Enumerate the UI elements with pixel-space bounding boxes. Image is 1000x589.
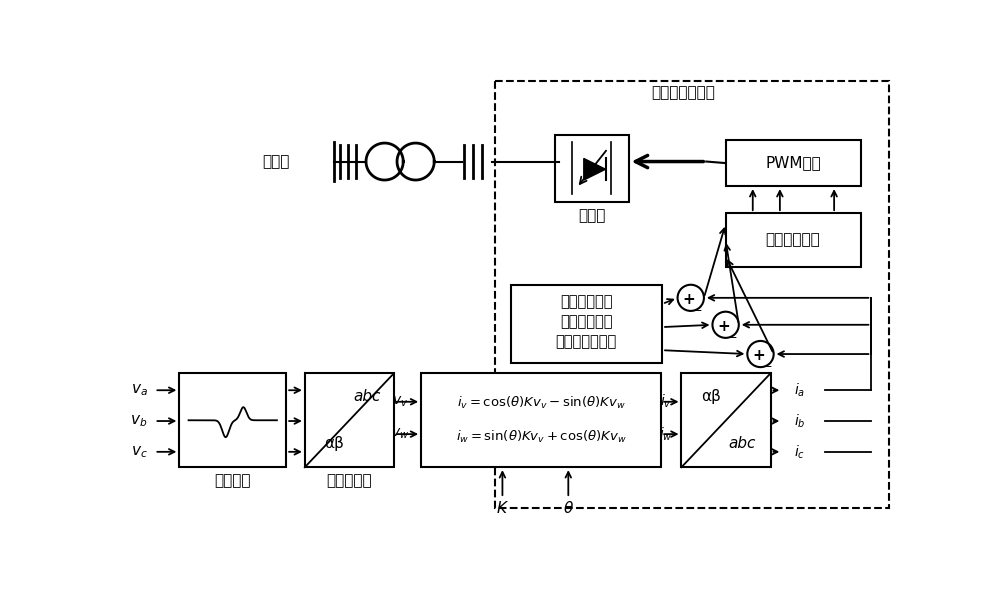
Text: 复合滤波: 复合滤波	[214, 474, 251, 489]
Text: $i_w = \sin(\theta) K v_v + \cos(\theta) K v_w$: $i_w = \sin(\theta) K v_v + \cos(\theta)…	[456, 429, 627, 445]
Text: $i_a$: $i_a$	[794, 382, 806, 399]
Text: $v_b$: $v_b$	[130, 413, 148, 429]
Text: $K$: $K$	[496, 500, 509, 516]
Bar	[421, 373, 661, 467]
Text: $\theta$: $\theta$	[563, 500, 574, 516]
Text: 直流电压控制: 直流电压控制	[560, 294, 612, 309]
Text: 静止同步补偿器: 静止同步补偿器	[651, 85, 715, 100]
Text: αβ: αβ	[324, 436, 344, 451]
Bar	[179, 373, 286, 467]
Text: 或交流电压控制: 或交流电压控制	[556, 334, 617, 349]
Text: _: _	[729, 325, 736, 338]
Text: _: _	[764, 355, 771, 368]
Text: 电流跟踪控制: 电流跟踪控制	[766, 233, 820, 247]
Text: $v_a$: $v_a$	[131, 382, 147, 398]
Text: abc: abc	[728, 436, 756, 451]
Bar	[681, 373, 771, 467]
Bar	[495, 81, 889, 508]
Text: _: _	[695, 298, 701, 311]
Bar	[305, 373, 394, 467]
Bar	[555, 135, 629, 201]
Polygon shape	[584, 158, 606, 180]
Text: αβ: αβ	[701, 389, 721, 404]
Text: +: +	[683, 292, 696, 307]
Bar	[726, 213, 861, 267]
Text: $v_c$: $v_c$	[131, 444, 147, 459]
Text: $v_w$: $v_w$	[391, 427, 409, 441]
Bar	[726, 140, 861, 186]
Text: 变换器: 变换器	[578, 208, 605, 223]
Text: $i_w$: $i_w$	[659, 425, 673, 443]
Text: $i_c$: $i_c$	[794, 443, 806, 461]
Text: $i_b$: $i_b$	[794, 412, 806, 430]
Text: +: +	[753, 348, 765, 363]
Text: $v_v$: $v_v$	[392, 395, 408, 409]
Text: 克拉克变换: 克拉克变换	[326, 474, 372, 489]
Text: abc: abc	[354, 389, 381, 404]
Text: 风电场: 风电场	[262, 154, 290, 169]
Text: $i_v = \cos(\theta) K v_v - \sin(\theta) K v_w$: $i_v = \cos(\theta) K v_v - \sin(\theta)…	[457, 395, 626, 411]
Text: 无功功率控制: 无功功率控制	[560, 314, 612, 329]
Bar	[511, 284, 662, 363]
Text: PWM调制: PWM调制	[765, 155, 821, 171]
Text: $i_v$: $i_v$	[660, 393, 672, 411]
Text: +: +	[718, 319, 730, 334]
